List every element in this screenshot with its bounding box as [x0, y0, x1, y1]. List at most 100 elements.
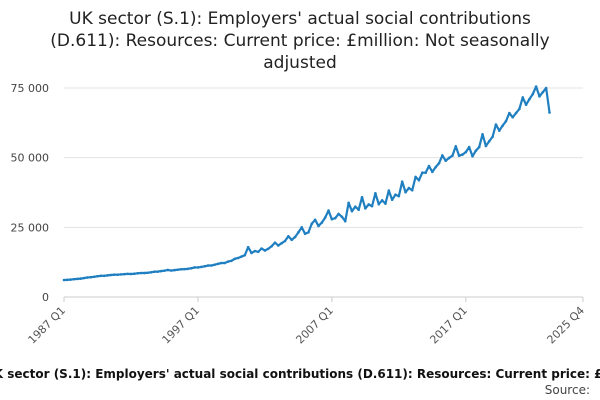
data-point [444, 159, 448, 163]
data-point [273, 241, 277, 244]
data-point [236, 256, 240, 260]
data-point [233, 257, 237, 261]
data-point [216, 262, 220, 266]
data-point [106, 274, 109, 277]
data-point [126, 272, 129, 276]
data-point [307, 231, 310, 234]
data-point [66, 278, 69, 282]
data-point [260, 247, 263, 250]
data-point [343, 219, 347, 223]
data-point [223, 261, 227, 265]
data-point [524, 103, 528, 107]
x-tick-label: 2017 Q1 [427, 304, 470, 347]
data-point [72, 277, 76, 281]
data-point [280, 241, 283, 245]
x-tick-label: 1987 Q1 [26, 304, 69, 347]
data-point [293, 235, 297, 239]
data-point [159, 269, 163, 273]
data-point [481, 132, 484, 136]
data-point [367, 203, 371, 206]
data-point [186, 267, 190, 271]
data-point [297, 231, 300, 234]
data-point [166, 268, 170, 272]
data-point [173, 268, 176, 272]
data-point [69, 278, 72, 281]
footer-source: Source: [545, 383, 590, 397]
data-point [497, 129, 501, 132]
data-point [407, 186, 411, 190]
data-point [541, 90, 545, 94]
data-point [464, 150, 468, 154]
data-point [487, 139, 491, 143]
data-point [417, 178, 421, 182]
data-point [203, 265, 206, 268]
data-point [384, 202, 387, 205]
footer-caption: UK sector (S.1): Employers' actual socia… [0, 367, 600, 381]
data-point [169, 269, 173, 272]
data-point [333, 216, 337, 220]
data-point [112, 273, 116, 277]
data-point [390, 198, 394, 202]
data-point [518, 107, 521, 111]
data-point [441, 154, 444, 157]
data-point [139, 271, 143, 275]
data-point [270, 244, 273, 248]
data-point [136, 272, 139, 275]
y-axis-tick-labels: 0 25 000 50 000 75 000 [11, 82, 50, 304]
data-point [327, 209, 330, 212]
series-line [63, 85, 551, 282]
data-point [250, 251, 253, 255]
data-point [461, 153, 464, 156]
chart-title: UK sector (S.1): Employers' actual socia… [50, 9, 549, 73]
data-point [143, 271, 146, 275]
data-point [300, 226, 304, 229]
data-point [501, 124, 504, 127]
data-point [220, 261, 223, 265]
data-point [521, 96, 525, 99]
data-point [410, 188, 414, 192]
data-point [380, 199, 384, 202]
data-point [357, 208, 360, 212]
data-point [511, 115, 514, 119]
data-point [484, 144, 488, 148]
data-point [414, 175, 417, 179]
data-point [196, 266, 200, 269]
data-point [544, 86, 548, 90]
data-point [189, 267, 193, 270]
data-point [129, 272, 133, 276]
data-point [397, 194, 401, 198]
data-point [89, 275, 93, 279]
data-point [92, 275, 96, 279]
gridlines [64, 87, 583, 298]
data-point [283, 239, 287, 243]
data-point [102, 274, 106, 278]
data-point [434, 165, 437, 169]
data-point [340, 215, 344, 219]
data-point [146, 271, 150, 275]
data-point [474, 149, 478, 152]
data-point [350, 209, 354, 213]
data-point [199, 265, 203, 269]
data-point [246, 245, 250, 249]
data-point [491, 135, 494, 139]
data-point [277, 244, 280, 247]
data-point [420, 171, 424, 175]
data-point [394, 193, 397, 197]
data-point [508, 111, 511, 115]
data-point [96, 274, 99, 278]
data-point [133, 272, 136, 276]
data-point [534, 85, 538, 88]
data-point [163, 269, 166, 272]
data-point [531, 92, 535, 96]
data-point [320, 221, 324, 224]
data-point [471, 154, 474, 158]
data-point [437, 161, 441, 165]
data-point [256, 250, 260, 254]
data-point [210, 264, 213, 267]
data-point [360, 195, 364, 199]
chart-title-line-3: adjusted [263, 53, 336, 73]
data-point [240, 255, 243, 258]
data-point [109, 273, 113, 277]
data-point [82, 276, 86, 280]
